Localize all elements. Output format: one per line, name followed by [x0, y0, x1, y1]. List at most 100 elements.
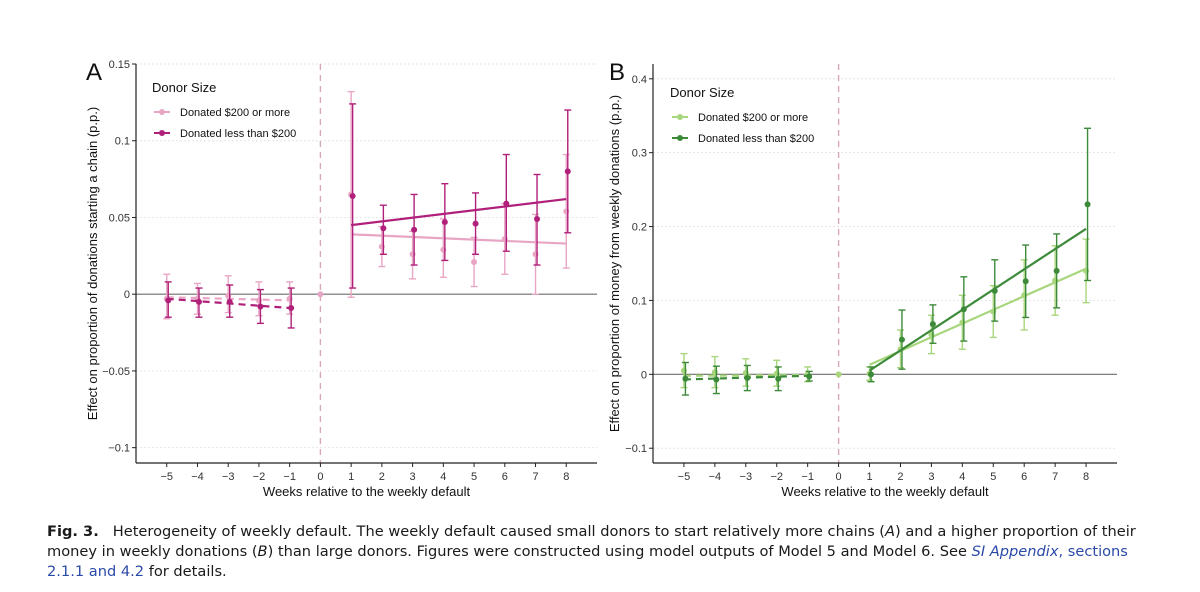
x-tick-label: −2: [253, 471, 266, 483]
y-tick-label: 0.1: [632, 295, 647, 307]
legend: Donor Size Donated $200 or more Donated le…: [670, 85, 814, 145]
x-tick-label: 2: [897, 471, 903, 483]
data-point: [534, 215, 541, 222]
x-tick-label: 5: [990, 471, 996, 483]
y-tick-label: −0.05: [102, 366, 130, 378]
x-tick-label: 4: [440, 471, 446, 483]
y-tick-label: 0.05: [109, 212, 130, 224]
x-tick-label: 8: [1083, 471, 1089, 483]
legend-swatch-point: [159, 130, 165, 136]
y-tick-label: 0.1: [115, 136, 130, 148]
legend-entry: Donated $200 or more: [698, 112, 808, 124]
series-small-donors: [164, 103, 572, 329]
x-tick-label: 6: [1021, 471, 1027, 483]
y-tick-label: −0.1: [625, 443, 647, 455]
panel-a-chart: −0.1 −0.05 0 0.05 0.1 0.15 −5 −4 −3 −2 −1 0 1 2 3 4 5 6 7 8…: [85, 59, 597, 499]
data-point: [775, 375, 782, 382]
x-tick-label: 1: [866, 471, 872, 483]
data-point: [1053, 267, 1060, 274]
si-appendix-link[interactable]: SI Appendix, sections 2.1.1 and 4.2: [47, 543, 1128, 580]
y-tick-label: 0.4: [632, 74, 647, 86]
data-point: [898, 336, 905, 343]
post-trend-line: [351, 197, 567, 227]
x-tick-label: 0: [317, 471, 323, 483]
figure-caption: Fig. 3. Heterogeneity of weekly default. …: [47, 523, 1136, 580]
x-tick-label: −1: [801, 471, 814, 483]
y-tick-label: 0: [641, 369, 647, 381]
x-tick-label: 7: [532, 471, 538, 483]
data-point: [929, 321, 936, 328]
post-trend-line: [351, 233, 567, 245]
x-tick-label: 0: [836, 471, 842, 483]
data-point: [257, 303, 264, 310]
plot-area: [653, 64, 1117, 463]
x-tick-label: 3: [928, 471, 934, 483]
legend-title: Donor Size: [670, 85, 734, 100]
x-axis-title: Weeks relative to the weekly default: [263, 484, 471, 499]
panel-letter: A: [86, 59, 102, 86]
legend: Donor Size Donated $200 or more Donated le…: [152, 80, 296, 140]
data-point: [682, 375, 689, 382]
data-point: [472, 220, 479, 227]
data-point: [441, 219, 448, 226]
x-tick-label: 4: [959, 471, 965, 483]
panel-b-chart: −0.1 0 0.1 0.2 0.3 0.4 −5 −4 −3 −2 −1 0 1 2 3 4 5 6 7 8 Week…: [607, 59, 1117, 499]
data-point: [564, 168, 571, 175]
y-tick-label: 0.3: [632, 148, 647, 160]
x-tick-label: −4: [191, 471, 204, 483]
plot-area: [136, 64, 597, 463]
x-tick-label: 2: [379, 471, 385, 483]
data-point: [744, 375, 751, 382]
x-tick-label: −5: [678, 471, 691, 483]
data-point: [349, 192, 356, 199]
x-tick-label: −2: [770, 471, 783, 483]
x-tick-label: −3: [740, 471, 753, 483]
legend-entry: Donated $200 or more: [180, 107, 290, 119]
legend-entry: Donated less than $200: [180, 128, 296, 140]
series-small-donors: [681, 127, 1092, 396]
x-tick-label: −3: [222, 471, 235, 483]
y-tick-label: 0.15: [109, 59, 130, 71]
x-tick-label: 6: [502, 471, 508, 483]
data-point: [317, 291, 324, 298]
panel-letter: B: [609, 59, 625, 86]
data-point: [1022, 278, 1029, 285]
data-point: [868, 371, 875, 378]
post-trend-line: [869, 267, 1087, 366]
data-point: [195, 298, 202, 305]
y-tick-label: 0: [124, 289, 130, 301]
data-point: [713, 376, 720, 383]
x-tick-label: 7: [1052, 471, 1058, 483]
data-point: [165, 297, 172, 304]
x-tick-label: −1: [283, 471, 296, 483]
x-tick-label: 1: [348, 471, 354, 483]
data-point: [1084, 201, 1091, 208]
data-point: [471, 258, 478, 265]
x-tick-label: 3: [410, 471, 416, 483]
legend-swatch-point: [677, 114, 683, 120]
data-point: [991, 287, 998, 294]
y-axis-title: Effect on proportion of donations starti…: [85, 107, 100, 420]
x-tick-label: −5: [160, 471, 173, 483]
legend-swatch-point: [677, 135, 683, 141]
y-axis-title: Effect on proportion of money from weekl…: [607, 95, 622, 432]
post-trend-line: [868, 227, 1087, 372]
legend-swatch-point: [159, 109, 165, 115]
data-point: [288, 305, 295, 312]
x-tick-label: 5: [471, 471, 477, 483]
data-point: [411, 226, 418, 233]
y-tick-label: −0.1: [108, 443, 130, 455]
data-point: [806, 373, 813, 380]
data-point: [503, 200, 510, 207]
x-axis-title: Weeks relative to the weekly default: [781, 484, 989, 499]
x-tick-label: 8: [563, 471, 569, 483]
data-point: [835, 371, 842, 378]
data-point: [380, 225, 387, 232]
y-tick-label: 0.2: [632, 222, 647, 234]
legend-entry: Donated less than $200: [698, 133, 814, 145]
data-point: [960, 306, 967, 313]
legend-title: Donor Size: [152, 80, 216, 95]
x-tick-label: −4: [709, 471, 722, 483]
data-point: [226, 298, 233, 305]
